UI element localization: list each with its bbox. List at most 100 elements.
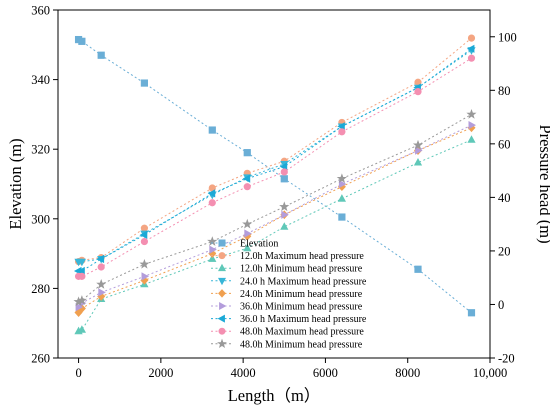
series-line [78,113,472,303]
legend-marker [218,239,226,247]
axis-ticks: 0 2000 4000 6000 8000 10,000 260 280 300 320 340 36… [31,4,517,381]
data-point [412,139,424,150]
y-right-axis-title: Pressure head (m) [536,124,550,243]
data-point [280,175,288,183]
x-tick-label: 10,000 [473,366,507,380]
series-line [78,139,472,332]
data-point [140,79,149,87]
data-point [140,237,148,246]
data-point [209,245,217,254]
data-point [338,179,347,189]
data-point [280,222,289,230]
y-left-tick-label: 320 [31,143,50,157]
y-left-tick-label: 260 [31,352,50,366]
legend-label: 12.0h Minimum head pressure [240,264,363,275]
y-right-tick-label: 60 [498,137,511,151]
plot-frame [57,9,491,359]
data-point [244,229,252,238]
data-point [468,120,477,130]
y-right-tick-label: 100 [498,30,517,44]
data-point [467,54,476,62]
data-point [139,259,150,269]
legend-marker [217,338,227,349]
data-point [338,213,346,221]
y-right-tick-label: 0 [498,298,504,312]
legend-marker [217,277,227,286]
data-point [207,189,216,198]
data-point [279,201,290,212]
data-point [77,325,87,333]
x-tick-label: 2000 [148,366,173,380]
data-point [414,88,422,96]
data-point [140,224,148,232]
data-point [96,279,107,289]
data-point [414,265,422,273]
data-point [279,162,288,171]
legend-label: 36.0h Minimum head pressure [240,302,363,313]
series-lines [78,37,472,332]
legend-label: 12.0h Maximum head pressure [240,251,364,262]
data-point [467,34,476,42]
data-point [467,135,476,143]
legend-label: 36.0 h Maximum head pressure [240,314,367,325]
data-point [281,210,289,219]
data-point [415,146,423,155]
data-point [243,243,252,252]
y-left-tick-label: 300 [31,212,50,226]
data-point [77,266,85,276]
x-tick-label: 0 [75,366,81,380]
data-point [139,230,148,240]
data-point [207,236,218,246]
data-point [280,168,288,176]
x-tick-label: 8000 [395,366,420,380]
legend-marker [219,301,227,311]
legend-label: 24.0h Minimum head pressure [240,289,363,300]
legend-label: 24.0 h Maximum head pressure [240,276,367,287]
data-point [208,254,217,262]
data-point [97,51,105,59]
series-line [78,57,472,277]
data-point [337,122,345,131]
data-point [96,254,105,264]
data-point [243,149,251,157]
data-point [338,128,346,136]
data-point [337,194,347,202]
data-point [98,288,106,297]
legend-label: 48.0h Minimum head pressure [240,339,363,350]
legend-label: Elevation [240,239,278,250]
legend-marker [218,327,226,335]
x-tick-label: 4000 [231,366,256,380]
x-tick-label: 6000 [313,366,338,380]
data-point [242,174,251,183]
y-left-tick-label: 340 [31,73,50,87]
legend-label: 48.0h Maximum head pressure [240,327,364,338]
series-line [78,127,472,313]
series-line [78,37,472,263]
y-left-axis-title: Elevation (m) [6,138,25,229]
y-right-tick-label: -20 [498,352,515,366]
series-line [78,48,472,272]
data-point [336,173,347,184]
data-point [243,183,251,191]
data-point [242,218,253,229]
series-line [78,49,472,263]
data-point [78,272,86,280]
y-right-tick-label: 80 [498,84,511,98]
data-point [208,199,216,207]
data-point [97,263,105,271]
data-point [77,258,87,267]
y-left-tick-label: 360 [31,4,50,18]
series-markers [73,34,477,335]
data-point [467,309,476,317]
x-axis-title: Length（m） [228,386,321,405]
legend-marker [218,252,226,260]
legend-marker [217,314,225,323]
data-point [76,295,87,305]
y-right-tick-label: 40 [498,191,511,205]
data-point [466,109,477,119]
legend-marker [217,263,227,272]
data-point [78,37,86,45]
